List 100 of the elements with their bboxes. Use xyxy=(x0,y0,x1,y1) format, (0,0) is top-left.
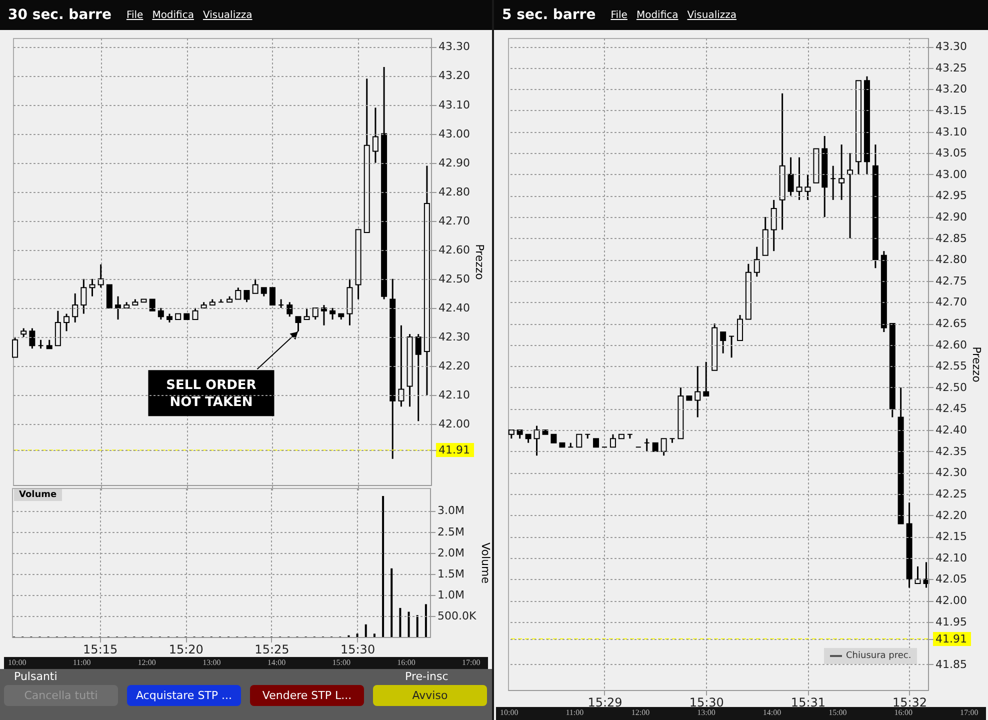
candlestick xyxy=(415,333,422,422)
candlestick xyxy=(372,106,378,164)
candlestick xyxy=(235,286,242,300)
text: Visualizza xyxy=(202,10,252,20)
candlestick xyxy=(610,434,616,448)
bar xyxy=(356,634,358,637)
y-tick-label: 43.15 xyxy=(936,104,967,117)
candlestick xyxy=(64,312,70,332)
y-tick-label: 42.00 xyxy=(936,594,967,608)
y-tick-label: 42.35 xyxy=(936,444,967,458)
candlestick xyxy=(312,307,318,320)
y-tick-label: 42.40 xyxy=(438,301,470,314)
y-tick-label: 1.5M xyxy=(438,567,464,580)
candlestick xyxy=(304,307,310,320)
y-axis-title: Prezzo xyxy=(970,346,983,383)
bar xyxy=(364,624,367,637)
candlestick xyxy=(534,425,540,456)
y-tick-label: 42.10 xyxy=(438,388,470,402)
text: 17:00 xyxy=(960,708,978,717)
text: Vendere STP L... xyxy=(250,685,364,706)
candlestick xyxy=(660,438,667,456)
candlestick xyxy=(720,331,726,354)
y-tick-label: 42.60 xyxy=(438,243,470,256)
text: 11:00 xyxy=(72,658,91,667)
candlestick xyxy=(269,287,276,306)
text: 12:00 xyxy=(631,708,650,717)
text: 10:00 xyxy=(8,658,26,667)
candlestick xyxy=(252,278,258,294)
ref-line-label: Chiusura prec. xyxy=(824,648,918,664)
candlestick xyxy=(796,156,802,201)
text: 15:00 xyxy=(828,708,847,717)
candlestick xyxy=(703,361,710,397)
candlestick xyxy=(847,152,854,240)
text: 13:00 xyxy=(202,658,221,667)
y-tick-label: 43.20 xyxy=(936,82,967,96)
y-tick-label: 42.25 xyxy=(936,487,967,500)
y-tick-label: 42.65 xyxy=(936,317,967,330)
text: 10:00 xyxy=(500,708,518,717)
y-tick-label: 42.30 xyxy=(438,330,470,344)
candlestick xyxy=(838,144,845,201)
y-tick-label: 41.91 xyxy=(936,632,967,646)
y-tick-label: 41.95 xyxy=(936,615,967,628)
candlestick xyxy=(728,336,735,358)
x-tick-label: 15:30 xyxy=(340,642,376,656)
x-tick-label: 15:30 xyxy=(689,696,724,710)
candlestick xyxy=(29,328,36,350)
y-tick-label: 42.85 xyxy=(936,232,967,245)
y-tick-label: 2.5M xyxy=(438,525,464,538)
text: Visualizza xyxy=(687,10,737,20)
text: 14:00 xyxy=(762,708,782,717)
candlestick xyxy=(286,301,293,318)
chart-title: Volume xyxy=(14,489,62,501)
y-tick-label: 43.05 xyxy=(936,146,967,160)
candlestick xyxy=(770,199,777,252)
candlestick xyxy=(576,434,582,448)
y-tick-label: 42.05 xyxy=(936,572,967,586)
candlestick xyxy=(788,156,794,196)
text: Pulsanti xyxy=(14,670,58,683)
candlestick xyxy=(830,165,836,201)
y-tick-label: 42.80 xyxy=(438,185,470,198)
y-tick-label: 41.91 xyxy=(438,444,470,457)
y-axis-title: Volume xyxy=(479,542,492,584)
annotation: SELL ORDER NOT TAKEN xyxy=(166,378,256,410)
candlestick xyxy=(914,566,921,584)
candlestick xyxy=(72,292,78,324)
text: 13:00 xyxy=(697,708,716,717)
y-tick-label: 42.95 xyxy=(936,189,967,202)
candlestick xyxy=(158,307,164,320)
y-tick-label: 43.00 xyxy=(438,127,470,140)
candlestick xyxy=(192,307,198,320)
y-tick-label: 1.0M xyxy=(438,588,464,602)
candlestick xyxy=(115,296,122,320)
candlestick xyxy=(330,307,336,320)
y-tick-label: 43.25 xyxy=(936,61,967,74)
y-tick-label: 42.70 xyxy=(438,214,470,228)
y-tick-label: 43.10 xyxy=(438,98,470,112)
y-tick-label: 43.30 xyxy=(438,40,470,54)
y-tick-label: 42.20 xyxy=(438,359,470,372)
candlestick xyxy=(106,284,112,308)
candlestick xyxy=(80,278,87,314)
text: Modifica xyxy=(152,10,194,20)
candlestick xyxy=(669,438,676,444)
candlestick xyxy=(54,310,61,346)
candlestick xyxy=(320,304,327,326)
y-tick-label: 42.90 xyxy=(438,156,470,170)
y-axis-title: Prezzo xyxy=(472,244,486,280)
text: Acquistare STP ... xyxy=(127,685,241,706)
candlestick xyxy=(149,298,156,312)
text: 16:00 xyxy=(397,658,416,667)
candlestick xyxy=(754,246,760,278)
x-tick-label: 15:32 xyxy=(892,696,928,710)
y-tick-label: 43.30 xyxy=(936,40,967,54)
y-tick-label: 42.80 xyxy=(936,253,967,266)
y-tick-label: 42.45 xyxy=(936,402,967,416)
bar xyxy=(382,496,384,637)
y-tick-label: 42.70 xyxy=(936,296,967,309)
y-tick-label: 3.0M xyxy=(438,504,464,518)
y-tick-label: 42.75 xyxy=(936,274,967,288)
bar xyxy=(390,568,393,637)
candlestick xyxy=(89,278,96,298)
